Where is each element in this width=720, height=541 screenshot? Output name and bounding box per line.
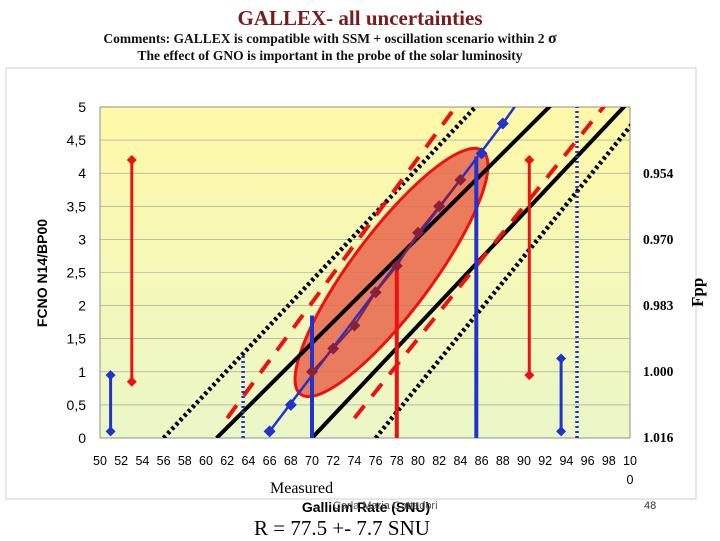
blue-series-line-ext: [501, 107, 517, 125]
x-tick-label: 68: [284, 454, 298, 468]
purple-diamond-point: [454, 173, 467, 186]
x-tick-label: 80: [411, 454, 425, 468]
comment-text-1: Comments: GALLEX is compatible with SSM …: [103, 31, 545, 46]
x-tick-label: 54: [135, 454, 149, 468]
measured-result: R = 77.5 +- 7.7 SNU: [254, 516, 430, 540]
y-tick-label: 3: [78, 231, 86, 247]
left-blue-range-end: [105, 426, 116, 437]
page-number: 48: [644, 500, 657, 512]
y-tick-label: 4: [78, 165, 86, 181]
purple-diamond-point: [306, 365, 318, 378]
y-tick-label: 3,5: [67, 198, 87, 214]
dashed-bound-line: [225, 107, 459, 420]
axis-tick-labels: 0 0,5 1 1,5 2 2,5 3 3,5 4 4,5 5 50 52 54 56 58 60 62 64 66 6…: [67, 99, 637, 487]
grid-lines: [100, 139, 630, 406]
x-tick-label: 52: [114, 454, 128, 468]
x-tick-label: 10: [623, 454, 637, 468]
dotted-bound-line: [373, 123, 630, 438]
left-blue-range-end: [105, 370, 116, 381]
x-tick-label: 88: [496, 454, 510, 468]
y-tick-label: 1,5: [67, 331, 87, 347]
x-tick-label: 86: [475, 454, 489, 468]
y-tick-label: 2: [78, 298, 86, 314]
x-tick-label: 74: [347, 454, 361, 468]
purple-series-line: [311, 179, 462, 373]
purple-diamond-point: [327, 342, 340, 355]
fpp-value-5: 1.016: [643, 430, 674, 445]
page-title: GALLEX- all uncertainties: [237, 6, 483, 30]
comment-line-1: Comments: GALLEX is compatible with SSM …: [0, 30, 660, 48]
fpp-value-4: 1.000: [643, 364, 674, 379]
blue-diamond-point: [263, 425, 276, 438]
x-tick-label: 70: [305, 454, 319, 468]
dotted-bound-line: [161, 107, 479, 438]
right-blue-range-end: [556, 353, 567, 364]
y-tick-label: 2,5: [67, 265, 87, 281]
right-blue-range-end: [556, 426, 567, 437]
purple-diamond-point: [390, 259, 403, 272]
purple-diamond-point: [412, 226, 424, 239]
x-tick-label: 90: [517, 454, 531, 468]
left-red-range-end: [126, 154, 137, 165]
plot-contents: [161, 107, 630, 438]
fpp-axis-label: Fpp: [688, 277, 707, 307]
x-tick-label: 92: [538, 454, 552, 468]
range-markers: [105, 154, 567, 437]
x-tick-label: 82: [432, 454, 446, 468]
x-tick-label: 62: [220, 454, 234, 468]
x-tick-label: 98: [602, 454, 616, 468]
blue-diamond-point: [284, 398, 297, 411]
y-tick-label: 0: [78, 430, 86, 446]
x-tick-label: 84: [453, 454, 467, 468]
x-tick-label: 94: [559, 454, 573, 468]
left-red-range-end: [126, 376, 137, 387]
x-tick-label: 0: [627, 473, 634, 487]
blue-diamond-point: [496, 117, 509, 130]
solid-bound-line: [215, 107, 552, 438]
purple-diamond-point: [369, 286, 382, 299]
x-tick-label: 66: [263, 454, 277, 468]
x-tick-label: 60: [199, 454, 213, 468]
comment-line-2: The effect of GNO is important in the pr…: [137, 48, 523, 63]
x-tick-label: 78: [390, 454, 404, 468]
author-name: Carla Maria Cattadori: [333, 500, 438, 512]
right-red-range-end: [524, 370, 535, 381]
chart-frame: [5, 67, 697, 500]
x-tick-label: 76: [369, 454, 383, 468]
purple-diamond-point: [433, 200, 446, 213]
x-tick-label: 50: [93, 454, 107, 468]
fpp-value-1: 0.954: [643, 166, 674, 181]
x-tick-label: 58: [178, 454, 192, 468]
sigma-symbol: σ: [547, 30, 557, 47]
y-tick-label: 5: [78, 99, 86, 115]
fpp-value-2: 0.970: [643, 232, 674, 247]
blue-diamond-point: [475, 147, 488, 160]
blue-series-line: [268, 122, 504, 433]
y-tick-label: 4,5: [67, 132, 87, 148]
right-red-range-end: [524, 154, 535, 165]
measured-label: Measured: [270, 480, 334, 497]
x-tick-label: 56: [157, 454, 171, 468]
purple-diamond-point: [348, 319, 361, 332]
x-axis-label: Gallium Rate (SNU): [302, 499, 430, 515]
y-tick-label: 0,5: [67, 397, 87, 413]
y-axis-label: FCNO N14/BP00: [34, 219, 50, 327]
x-tick-label: 64: [241, 454, 255, 468]
x-tick-label: 96: [581, 454, 595, 468]
y-tick-label: 1: [78, 364, 86, 380]
fpp-value-3: 0.983: [643, 298, 674, 313]
x-tick-label: 72: [326, 454, 340, 468]
